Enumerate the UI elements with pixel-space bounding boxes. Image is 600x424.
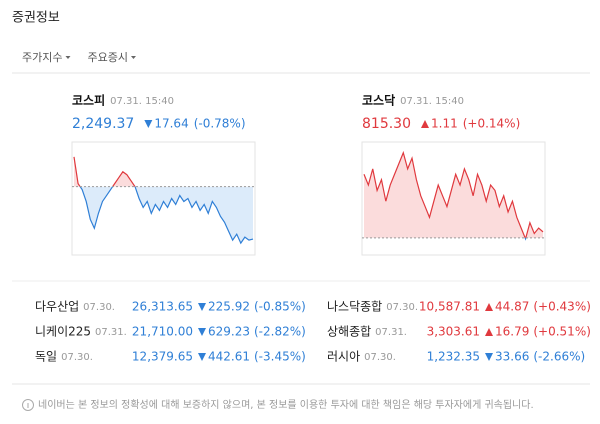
market-change: 629.23 <box>208 325 250 339</box>
index-change: 17.64 <box>154 117 188 131</box>
market-change: 442.61 <box>208 350 250 364</box>
market-price: 21,710.00 <box>132 325 193 339</box>
index-name: 코스닥 <box>362 93 395 108</box>
market-pct: (-0.85%) <box>254 300 306 314</box>
market-name: 나스닥종합 <box>327 300 382 314</box>
market-name: 독일 <box>35 350 57 364</box>
sparkline-area <box>364 152 543 238</box>
index-price: 815.30 <box>362 116 411 132</box>
market-change: 16.79 <box>495 325 529 339</box>
market-date: 07.31. <box>375 327 407 338</box>
market-name: 다우산업 <box>35 300 79 314</box>
sparkline-area <box>74 186 253 244</box>
disclaimer: 네이버는 본 정보의 정확성에 대해 보증하지 않으며, 본 정보를 이용한 투… <box>38 398 534 411</box>
index-name: 코스피 <box>72 93 105 108</box>
change-arrow <box>198 303 206 311</box>
market-price: 12,379.65 <box>132 350 193 364</box>
index-change-pct: (-0.78%) <box>194 117 246 131</box>
market-name: 러시아 <box>327 350 360 364</box>
tab-caret <box>130 56 136 59</box>
tab[interactable]: 주요증시 <box>87 51 127 64</box>
index-change: 1.11 <box>431 117 458 131</box>
change-arrow <box>485 303 493 311</box>
change-arrow <box>198 328 206 336</box>
index-time: 07.31. 15:40 <box>400 96 464 107</box>
tab-caret <box>65 56 71 59</box>
index-time: 07.31. 15:40 <box>110 96 174 107</box>
chart-frame <box>361 141 546 256</box>
chart-frame <box>71 141 256 256</box>
market-name: 상해종합 <box>327 325 371 339</box>
market-pct: (+0.43%) <box>533 300 591 314</box>
change-arrow <box>144 120 153 128</box>
index-price: 2,249.37 <box>72 116 134 132</box>
market-pct: (-3.45%) <box>254 350 306 364</box>
market-change: 33.66 <box>495 350 529 364</box>
info-icon <box>22 399 34 411</box>
change-arrow <box>421 120 429 128</box>
market-price: 1,232.35 <box>427 350 480 364</box>
sparkline <box>79 186 254 245</box>
title: 증권정보 <box>12 11 60 26</box>
market-date: 07.30. <box>61 352 93 363</box>
market-pct: (-2.66%) <box>533 350 585 364</box>
market-name: 니케이225 <box>35 325 91 339</box>
market-date: 07.31. <box>95 327 127 338</box>
index-change-pct: (+0.14%) <box>463 117 521 131</box>
market-date: 07.30. <box>386 302 418 313</box>
market-change: 225.92 <box>208 300 250 314</box>
market-price: 3,303.61 <box>427 325 480 339</box>
market-change: 44.87 <box>495 300 529 314</box>
change-arrow <box>485 353 493 361</box>
market-pct: (-2.82%) <box>254 325 306 339</box>
market-price: 26,313.65 <box>132 300 193 314</box>
change-arrow <box>485 328 493 336</box>
sparkline-area <box>74 156 136 187</box>
change-arrow <box>198 353 206 361</box>
market-price: 10,587.81 <box>419 300 480 314</box>
market-date: 07.30. <box>83 302 115 313</box>
tab[interactable]: 주가지수 <box>22 51 62 64</box>
market-date: 07.30. <box>364 352 396 363</box>
sparkline <box>363 150 544 238</box>
market-pct: (+0.51%) <box>533 325 591 339</box>
